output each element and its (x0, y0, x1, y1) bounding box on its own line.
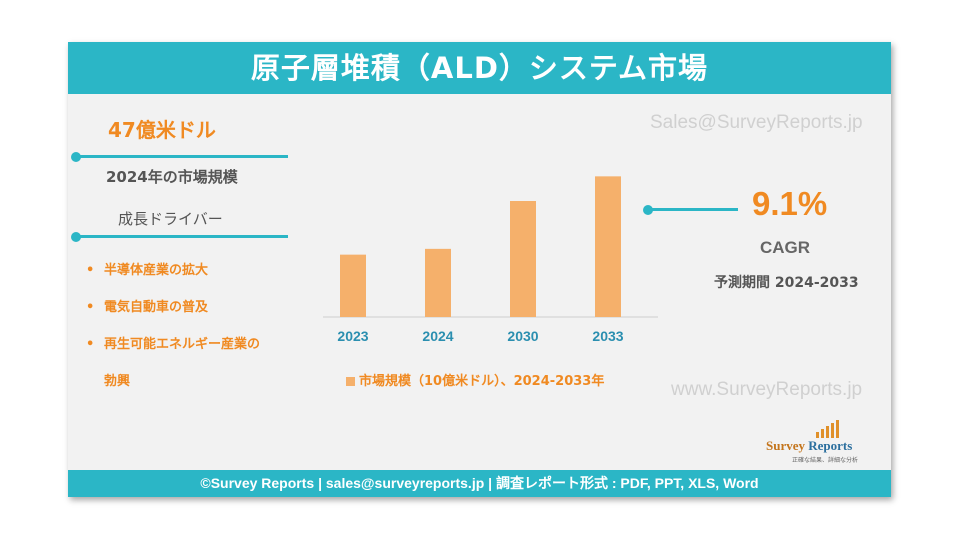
drivers-list: • 半導体産業の拡大 • 電気自動車の普及 • 再生可能エネルギー産業の 勃興 (86, 252, 311, 400)
footer-bar: ©Survey Reports | sales@surveyreports.jp… (68, 470, 891, 497)
driver-item: • 半導体産業の拡大 (86, 252, 311, 289)
infographic-card: 原子層堆積（ALD）システム市場 47億米ドル 2024年の市場規模 成長ドライ… (68, 42, 891, 497)
legend-swatch (346, 377, 355, 386)
bar-2033 (595, 176, 621, 317)
x-tick-label: 2023 (337, 328, 368, 344)
cagr-value: 9.1% (752, 185, 828, 222)
survey-reports-logo: Survey Reports 正確な結果、詳細な分析 (766, 420, 886, 464)
x-tick-label: 2024 (422, 328, 453, 344)
watermark-email: Sales@SurveyReports.jp (650, 112, 863, 133)
driver-item: • 電気自動車の普及 (86, 289, 311, 326)
bullet-icon: • (86, 300, 95, 315)
bar-2023 (340, 254, 366, 317)
legend-label: 市場規模（10億米ドル）、2024-2033年 (359, 374, 605, 389)
connector-line (648, 208, 738, 211)
bar-chart: 2023 2024 2030 2033 (323, 176, 658, 344)
logo-tagline: 正確な結果、詳細な分析 (792, 457, 859, 464)
forecast-period: 予測期間 2024-2033 (714, 275, 859, 291)
bar-2030 (510, 201, 536, 317)
driver-item: • 再生可能エネルギー産業の (86, 326, 311, 363)
connector-line (76, 155, 288, 158)
chart-legend: 市場規模（10億米ドル）、2024-2033年 (346, 370, 604, 389)
x-tick-label: 2033 (592, 328, 623, 344)
x-tick-label: 2030 (507, 328, 538, 344)
watermark-url: www.SurveyReports.jp (671, 379, 863, 400)
market-size-label: 2024年の市場規模 (106, 168, 238, 186)
bar-logo-icon (816, 420, 839, 438)
drivers-heading: 成長ドライバー (118, 210, 223, 228)
cagr-label: CAGR (760, 238, 811, 257)
page-title: 原子層堆積（ALD）システム市場 (68, 42, 891, 94)
driver-item-continuation: 勃興 (104, 374, 131, 389)
bullet-icon: • (86, 263, 95, 278)
logo-wordmark: Survey Reports (766, 438, 853, 453)
market-value: 47億米ドル (108, 118, 216, 142)
bar-2024 (425, 248, 451, 317)
connector-line (76, 235, 288, 238)
bullet-icon: • (86, 337, 95, 352)
